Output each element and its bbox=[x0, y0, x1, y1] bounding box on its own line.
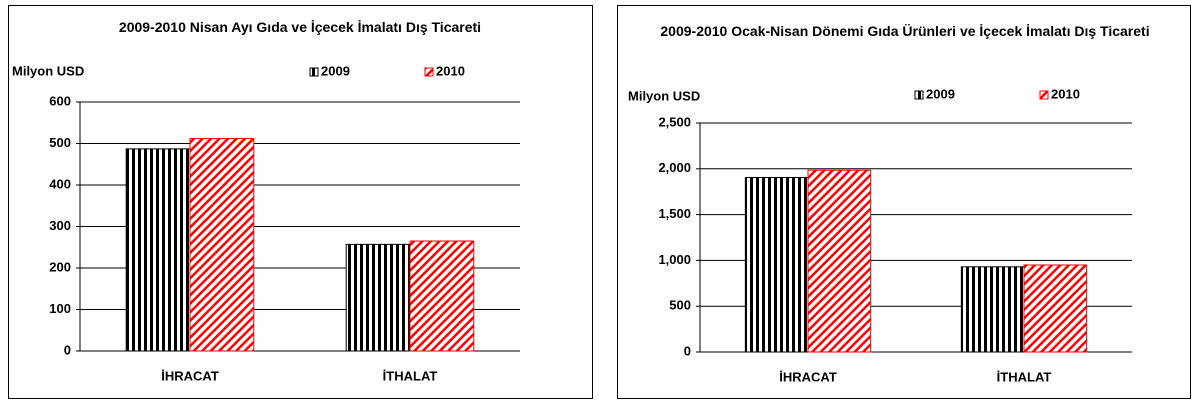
y-tick-label: 100 bbox=[49, 301, 71, 316]
chart-frame bbox=[8, 5, 593, 399]
chart-frame bbox=[617, 5, 1191, 399]
y-tick-label: 1,500 bbox=[658, 206, 691, 221]
bar bbox=[409, 240, 475, 352]
x-tick-label: İTHALAT bbox=[383, 368, 438, 383]
bar bbox=[189, 138, 255, 352]
legend-label: 2009 bbox=[321, 63, 350, 78]
bar bbox=[807, 169, 872, 353]
chart-title: 2009-2010 Ocak-Nisan Dönemi Gıda Ürünler… bbox=[660, 23, 1150, 39]
bar bbox=[960, 266, 1025, 353]
bar bbox=[345, 243, 411, 352]
chart-title: 2009-2010 Nisan Ayı Gıda ve İçecek İmala… bbox=[118, 19, 482, 35]
legend-label: 2010 bbox=[1051, 86, 1080, 101]
y-tick-label: 300 bbox=[49, 218, 71, 233]
x-tick-label: İTHALAT bbox=[997, 369, 1052, 384]
bar bbox=[744, 177, 809, 353]
y-axis-label: Milyon USD bbox=[12, 63, 84, 78]
y-tick-label: 2,500 bbox=[658, 114, 691, 129]
bar bbox=[125, 148, 191, 352]
legend-swatch bbox=[309, 67, 319, 77]
legend-swatch bbox=[424, 67, 434, 77]
y-tick-label: 2,000 bbox=[658, 160, 691, 175]
bar bbox=[1023, 264, 1088, 353]
legend-swatch bbox=[914, 90, 924, 100]
y-tick-label: 600 bbox=[49, 93, 71, 108]
x-tick-label: İHRACAT bbox=[779, 369, 837, 384]
y-tick-label: 500 bbox=[49, 135, 71, 150]
y-tick-label: 400 bbox=[49, 176, 71, 191]
y-tick-label: 1,000 bbox=[658, 252, 691, 267]
y-tick-label: 0 bbox=[64, 342, 71, 357]
y-axis-label: Milyon USD bbox=[628, 88, 700, 103]
legend-label: 2010 bbox=[436, 63, 465, 78]
legend-label: 2009 bbox=[926, 86, 955, 101]
x-tick-label: İHRACAT bbox=[161, 368, 219, 383]
y-tick-label: 0 bbox=[684, 343, 691, 358]
y-tick-label: 200 bbox=[49, 259, 71, 274]
y-tick-label: 500 bbox=[669, 298, 691, 313]
legend-swatch bbox=[1039, 90, 1049, 100]
